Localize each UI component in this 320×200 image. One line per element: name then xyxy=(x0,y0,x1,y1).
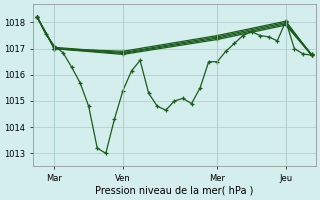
X-axis label: Pression niveau de la mer( hPa ): Pression niveau de la mer( hPa ) xyxy=(95,186,253,196)
